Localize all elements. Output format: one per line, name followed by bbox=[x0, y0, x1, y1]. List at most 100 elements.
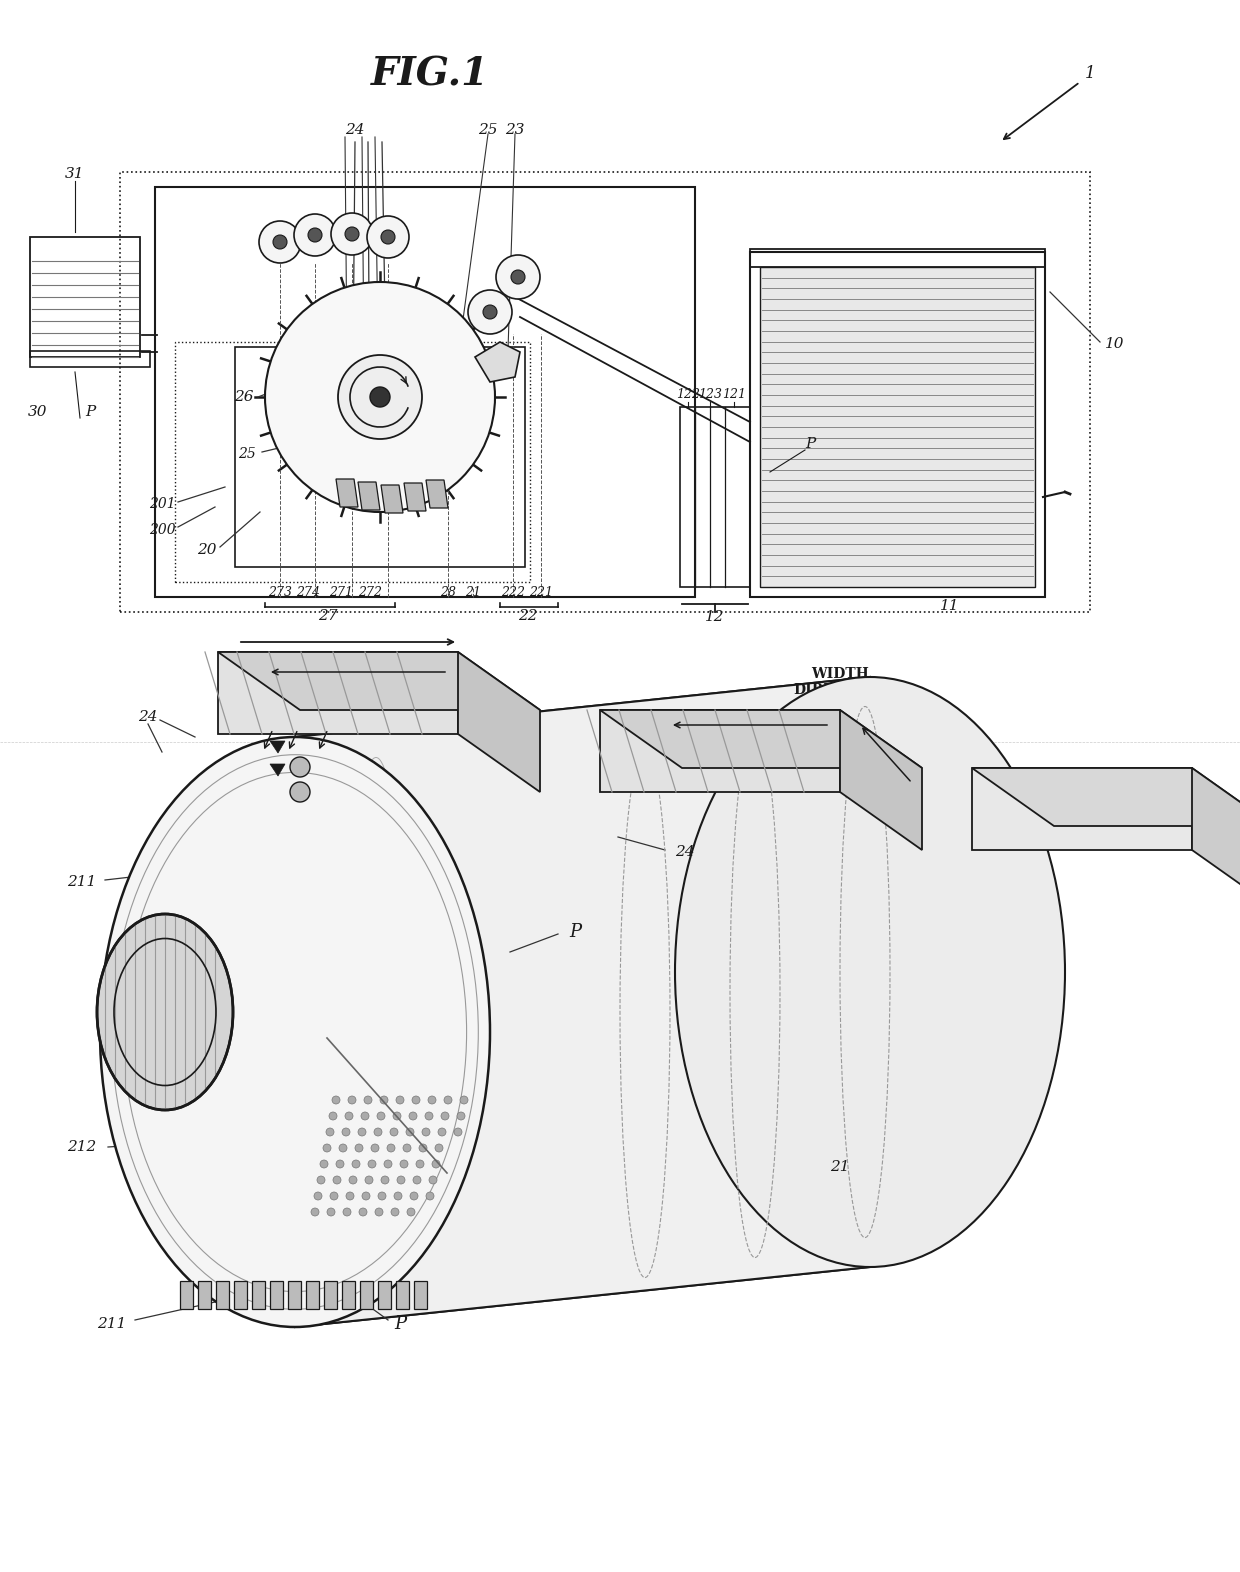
Polygon shape bbox=[336, 479, 358, 508]
Polygon shape bbox=[839, 711, 923, 850]
Polygon shape bbox=[972, 769, 1192, 850]
Text: 211: 211 bbox=[98, 1317, 126, 1331]
Circle shape bbox=[290, 758, 310, 777]
Bar bbox=[750, 248, 1045, 267]
Circle shape bbox=[379, 1096, 388, 1104]
Circle shape bbox=[308, 228, 322, 242]
Circle shape bbox=[371, 1144, 379, 1152]
Circle shape bbox=[265, 281, 495, 512]
Circle shape bbox=[425, 1111, 433, 1119]
Circle shape bbox=[378, 1192, 386, 1199]
Polygon shape bbox=[1192, 769, 1240, 909]
Bar bbox=[414, 1281, 427, 1309]
Text: 274: 274 bbox=[296, 585, 320, 599]
Circle shape bbox=[435, 1144, 443, 1152]
Circle shape bbox=[413, 1176, 422, 1184]
Circle shape bbox=[339, 355, 422, 439]
Circle shape bbox=[273, 234, 286, 248]
Polygon shape bbox=[218, 652, 539, 711]
Circle shape bbox=[429, 1176, 436, 1184]
Text: 23: 23 bbox=[505, 123, 525, 137]
Circle shape bbox=[259, 222, 301, 263]
Polygon shape bbox=[358, 483, 379, 509]
Circle shape bbox=[458, 1111, 465, 1119]
Text: 25: 25 bbox=[238, 446, 255, 461]
Text: 24: 24 bbox=[345, 123, 365, 137]
Text: 272: 272 bbox=[358, 585, 382, 599]
Text: 122: 122 bbox=[676, 388, 701, 401]
Circle shape bbox=[361, 1111, 370, 1119]
Text: 12: 12 bbox=[706, 610, 724, 624]
Circle shape bbox=[428, 1096, 436, 1104]
Bar bbox=[760, 267, 1035, 586]
Text: P: P bbox=[84, 406, 95, 420]
Text: 20: 20 bbox=[197, 542, 217, 556]
Circle shape bbox=[352, 1160, 360, 1168]
Text: DIRECTION: DIRECTION bbox=[794, 682, 887, 696]
Text: 30: 30 bbox=[29, 406, 48, 420]
Bar bbox=[270, 1281, 283, 1309]
Text: 26: 26 bbox=[234, 390, 254, 404]
Circle shape bbox=[348, 1176, 357, 1184]
Circle shape bbox=[368, 1160, 376, 1168]
Circle shape bbox=[393, 1111, 401, 1119]
Text: 24: 24 bbox=[676, 846, 694, 858]
Circle shape bbox=[415, 1160, 424, 1168]
Circle shape bbox=[365, 1096, 372, 1104]
Bar bbox=[288, 1281, 301, 1309]
Circle shape bbox=[419, 1144, 427, 1152]
Text: 31: 31 bbox=[66, 167, 84, 181]
Bar bbox=[155, 187, 694, 597]
Text: WIDTH: WIDTH bbox=[811, 667, 869, 681]
Text: 121: 121 bbox=[722, 388, 746, 401]
Circle shape bbox=[381, 230, 396, 244]
Circle shape bbox=[387, 1144, 396, 1152]
Circle shape bbox=[345, 226, 360, 241]
Text: FIG.1: FIG.1 bbox=[371, 57, 489, 94]
Text: FIG.2: FIG.2 bbox=[311, 668, 429, 706]
Bar bbox=[236, 347, 525, 567]
Circle shape bbox=[311, 1207, 319, 1217]
Text: 123: 123 bbox=[698, 388, 722, 401]
Circle shape bbox=[444, 1096, 453, 1104]
Circle shape bbox=[422, 1129, 430, 1137]
Text: 222: 222 bbox=[501, 585, 525, 599]
Text: 221: 221 bbox=[529, 585, 553, 599]
Text: 211: 211 bbox=[67, 876, 97, 890]
Circle shape bbox=[484, 305, 497, 319]
Bar bbox=[175, 343, 529, 582]
Bar bbox=[324, 1281, 337, 1309]
Circle shape bbox=[317, 1176, 325, 1184]
Circle shape bbox=[374, 1207, 383, 1217]
Circle shape bbox=[346, 1192, 353, 1199]
Polygon shape bbox=[295, 678, 870, 1327]
Text: 24: 24 bbox=[138, 711, 157, 725]
Circle shape bbox=[401, 1160, 408, 1168]
Text: 25: 25 bbox=[479, 123, 497, 137]
Circle shape bbox=[343, 1207, 351, 1217]
Circle shape bbox=[391, 1207, 399, 1217]
Bar bbox=[252, 1281, 265, 1309]
Circle shape bbox=[396, 1096, 404, 1104]
Polygon shape bbox=[218, 652, 458, 734]
Circle shape bbox=[407, 1207, 415, 1217]
Circle shape bbox=[384, 1160, 392, 1168]
Bar bbox=[750, 252, 1045, 597]
Circle shape bbox=[331, 212, 373, 255]
Circle shape bbox=[339, 1144, 347, 1152]
Circle shape bbox=[374, 1129, 382, 1137]
Bar bbox=[396, 1281, 409, 1309]
Circle shape bbox=[391, 1129, 398, 1137]
Circle shape bbox=[327, 1207, 335, 1217]
Bar bbox=[760, 267, 1035, 586]
Circle shape bbox=[397, 1176, 405, 1184]
Polygon shape bbox=[600, 711, 839, 792]
Circle shape bbox=[432, 1160, 440, 1168]
Polygon shape bbox=[381, 486, 403, 512]
Text: 28: 28 bbox=[440, 585, 456, 599]
Circle shape bbox=[412, 1096, 420, 1104]
Polygon shape bbox=[427, 479, 448, 508]
Circle shape bbox=[367, 215, 409, 258]
Circle shape bbox=[362, 1192, 370, 1199]
Circle shape bbox=[377, 1111, 384, 1119]
